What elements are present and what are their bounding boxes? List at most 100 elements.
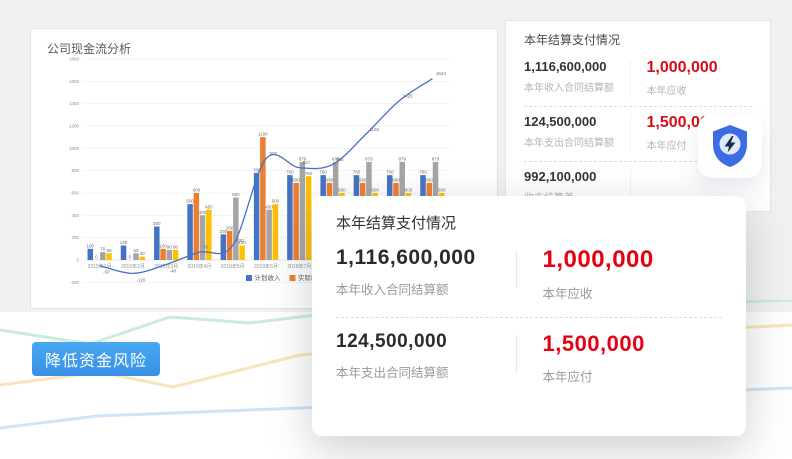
svg-text:100: 100 [87,243,95,248]
popup-title: 本年结算支付情况 [336,215,457,232]
svg-text:690: 690 [359,177,367,182]
bar [133,253,139,260]
svg-text:300: 300 [153,221,161,226]
bar [100,252,106,260]
svg-text:实际收入: 实际收入 [298,273,325,282]
svg-text:0: 0 [76,258,79,263]
svg-text:879: 879 [332,156,340,161]
expense-settled-value: 124,500,000 [524,114,597,129]
svg-text:500: 500 [186,199,194,204]
svg-text:879: 879 [299,156,307,161]
bar [199,215,206,260]
svg-text:-50: -50 [103,270,110,275]
bar [253,172,260,260]
popup-expense-value: 124,500,000 [336,331,448,352]
svg-text:600: 600 [71,191,79,196]
bar [220,234,227,260]
svg-text:1000: 1000 [69,146,80,151]
popup-expense-settled: 124,500,000 本年支出合同结算额 [336,331,516,381]
svg-text:600: 600 [371,188,379,193]
svg-text:879: 879 [365,156,373,161]
bar [87,248,94,260]
risk-badge[interactable]: 降低资金风险 [32,342,161,376]
panel-income-settled: 1,116,600,000 本年收入合同结算额 [524,59,631,97]
panel-title: 本年结算支付情况 [524,33,621,47]
svg-text:450: 450 [205,204,213,209]
svg-text:30: 30 [140,251,146,256]
popup-row-income: 1,116,600,000 本年收入合同结算额 1,000,000 本年应收 [336,246,722,318]
panel-receivable: 1,000,000 本年应收 [631,59,753,97]
svg-text:760: 760 [353,170,361,175]
svg-text:1126: 1126 [369,127,379,132]
trend-line [99,78,433,275]
balance-value: 992,100,000 [524,169,597,184]
bar [120,245,127,260]
bar [233,197,239,260]
svg-text:-40: -40 [170,268,177,273]
svg-text:760: 760 [319,170,327,175]
popup-income-value: 1,116,600,000 [336,246,476,269]
svg-text:500: 500 [272,199,280,204]
popup-payable-label: 本年应付 [542,370,593,384]
svg-text:230: 230 [220,229,228,234]
svg-text:计划收入: 计划收入 [255,273,282,282]
svg-text:130: 130 [236,238,244,243]
bar [160,248,166,260]
svg-text:879: 879 [398,156,406,161]
svg-text:2019年4月: 2019年4月 [188,263,212,270]
svg-text:1425: 1425 [403,93,414,98]
line-labels: -50 -120 -40 70 130 907 827 855 1126 1425 1624 [103,71,446,282]
svg-text:70: 70 [203,245,209,250]
svg-text:130: 130 [238,240,246,245]
income-settled-value: 1,116,600,000 [524,59,607,74]
svg-text:690: 690 [392,177,400,182]
svg-text:1400: 1400 [69,101,80,106]
bar [139,256,146,260]
column-divider [515,335,517,373]
svg-text:400: 400 [199,210,207,215]
svg-text:690: 690 [425,177,433,182]
svg-text:750: 750 [305,171,313,176]
svg-text:2019年5月: 2019年5月 [221,263,245,270]
bar [299,161,306,260]
svg-text:90: 90 [173,244,179,249]
bar [172,249,179,260]
svg-text:90: 90 [167,244,173,249]
bar [305,176,312,260]
svg-text:1200: 1200 [69,124,80,129]
svg-text:1600: 1600 [69,79,80,84]
svg-text:760: 760 [386,170,394,175]
svg-text:600: 600 [438,188,446,193]
bar [106,253,112,260]
popup-receivable: 1,000,000 本年应收 [524,246,722,302]
popup-income-label: 本年收入合同结算额 [336,283,449,297]
svg-text:600: 600 [405,188,413,193]
bar [206,209,212,260]
receivable-label: 本年应收 [646,86,687,97]
popup-payable: 1,500,000 本年应付 [524,331,722,385]
bar [272,204,279,260]
popup-expense-label: 本年支出合同结算额 [336,366,449,380]
payable-label: 本年应付 [646,141,687,152]
bar [166,249,173,260]
svg-text:2019年2月: 2019年2月 [121,263,145,270]
svg-text:907: 907 [270,151,278,156]
settlement-popup: 本年结算支付情况 1,116,600,000 本年收入合同结算额 1,000,0… [312,196,746,436]
svg-text:780: 780 [253,167,261,172]
svg-text:600: 600 [193,188,201,193]
popup-row-expense: 124,500,000 本年支出合同结算额 1,500,000 本年应付 [336,331,722,400]
svg-text:450: 450 [265,204,273,209]
expense-settled-label: 本年支出合同结算额 [524,138,614,149]
bar [293,182,299,260]
svg-text:130: 130 [120,240,128,245]
chart-title: 公司现金流分析 [47,42,132,56]
svg-text:1800: 1800 [69,57,80,62]
svg-text:260: 260 [226,225,234,230]
svg-text:879: 879 [432,156,440,161]
panel-row-income: 1,116,600,000 本年收入合同结算额 1,000,000 本年应收 [524,52,752,107]
svg-text:1100: 1100 [258,132,268,137]
bar [266,209,272,260]
popup-payable-value: 1,500,000 [542,331,645,356]
popup-income-settled: 1,116,600,000 本年收入合同结算额 [336,246,516,298]
popup-receivable-value: 1,000,000 [542,246,654,273]
